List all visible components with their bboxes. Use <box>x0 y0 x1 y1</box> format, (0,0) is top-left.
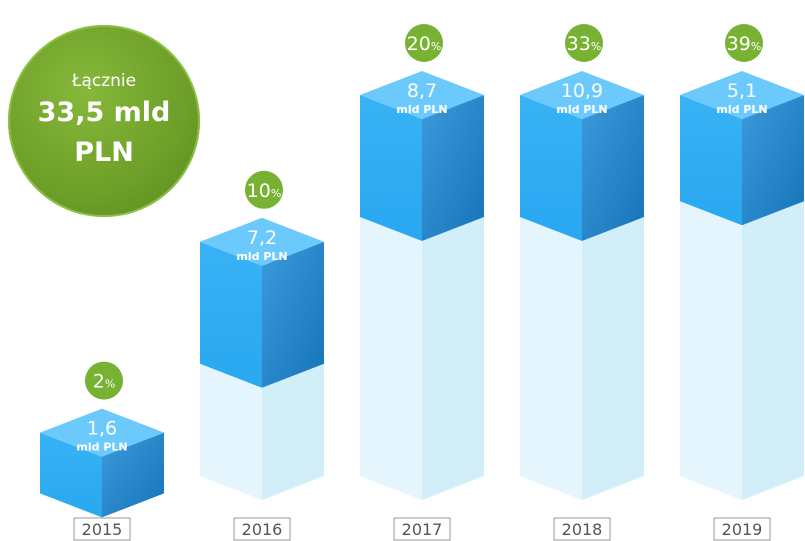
percent-badge <box>565 24 603 62</box>
percent-badge-label: 20% <box>407 33 442 55</box>
percent-badge-label: 33% <box>567 33 602 55</box>
percent-badge <box>405 24 443 62</box>
year-label: 2015 <box>82 520 123 539</box>
year-label-box <box>713 517 771 541</box>
bar-box-top <box>200 217 324 266</box>
bar-box-top <box>680 71 804 119</box>
year-label-box <box>553 517 611 541</box>
bar-box-side <box>422 95 484 241</box>
bar-value-label: 7,2 <box>247 227 277 249</box>
bar-unit-label: mld PLN <box>76 441 127 454</box>
percent-badge <box>725 24 763 62</box>
bar-base-front <box>360 217 422 500</box>
total-summary-circle: Łącznie 33,5 mld PLN <box>8 25 200 217</box>
bar-box-front <box>680 95 742 226</box>
percent-badge <box>85 361 123 400</box>
bar-unit-label: mld PLN <box>556 103 607 116</box>
year-label: 2016 <box>242 520 283 539</box>
bar-unit-label: mld PLN <box>236 250 287 263</box>
year-label: 2019 <box>722 520 763 539</box>
total-label: Łącznie <box>71 71 137 91</box>
bar-box-top <box>40 408 164 457</box>
year-label-box <box>73 517 131 541</box>
bar-box-front <box>40 432 102 518</box>
bar-value-label: 1,6 <box>87 418 117 440</box>
bar-value-label: 8,7 <box>407 80 437 102</box>
bar-box-front <box>200 241 262 388</box>
bar-box-top <box>360 71 484 119</box>
bar-box-top <box>520 71 644 119</box>
bar-box-front <box>360 95 422 241</box>
total-value: 33,5 mld <box>37 97 171 128</box>
bar-box-front <box>520 95 582 241</box>
bar-base-front <box>520 217 582 500</box>
bar-box-side <box>102 432 164 518</box>
bar-base-side <box>742 201 804 501</box>
percent-badge-label: 39% <box>727 33 762 55</box>
bar-box-side <box>582 95 644 241</box>
year-label-box <box>233 517 291 541</box>
bar-unit-label: mld PLN <box>716 103 767 116</box>
bar-unit-label: mld PLN <box>396 103 447 116</box>
bar-base-front <box>680 201 742 501</box>
bar-base-side <box>582 217 644 500</box>
year-label: 2017 <box>402 520 443 539</box>
bar-base-side <box>422 217 484 500</box>
percent-badge-label: 2% <box>93 371 116 393</box>
bar-value-label: 5,1 <box>727 80 757 102</box>
year-label: 2018 <box>562 520 603 539</box>
bar-box-side <box>742 95 804 226</box>
bar-base-side <box>262 363 324 500</box>
bar-box-side <box>262 241 324 388</box>
bar-value-label: 10,9 <box>561 80 603 102</box>
percent-badge <box>245 170 283 209</box>
year-label-box <box>393 517 451 541</box>
bar-base-front <box>200 363 262 500</box>
percent-badge-label: 10% <box>247 180 282 202</box>
total-unit: PLN <box>74 137 134 168</box>
